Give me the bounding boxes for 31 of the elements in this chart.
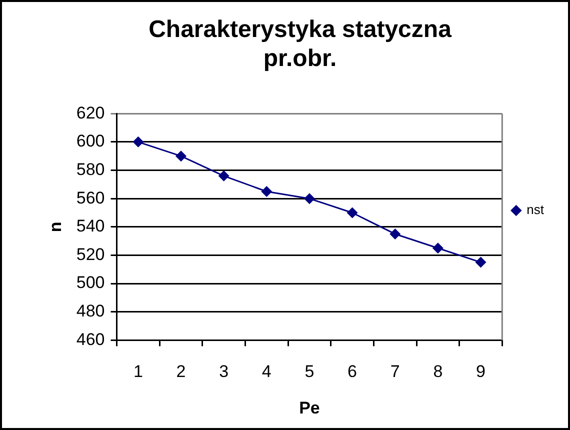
x-tick-label: 2	[176, 362, 186, 382]
y-tick-label: 620	[76, 103, 105, 122]
y-tick-label: 520	[76, 244, 105, 264]
y-tick-label: 540	[76, 216, 105, 236]
point	[261, 186, 272, 197]
point	[304, 193, 315, 204]
chart-title: Charakterystyka statyczna pr.obr.	[148, 16, 452, 72]
x-tick-label: 7	[390, 362, 400, 382]
y-axis-title: n	[46, 222, 65, 232]
point	[390, 228, 401, 240]
y-tick-label: 600	[76, 132, 105, 151]
x-tick-label: 4	[262, 362, 272, 382]
point	[432, 242, 444, 254]
x-tick-label: 6	[348, 362, 358, 382]
x-tick-label: 9	[476, 362, 486, 382]
x-tick-label: 5	[304, 362, 314, 382]
y-tick-label: 480	[76, 302, 105, 321]
point	[475, 256, 486, 268]
y-tick-label: 580	[76, 160, 105, 179]
x-tick-label: 8	[433, 362, 443, 382]
y-tick-label: 500	[76, 273, 105, 292]
y-tick-label: 460	[76, 330, 105, 349]
legend-label: nst	[526, 202, 544, 218]
point	[175, 150, 186, 162]
x-tick-label: 1	[133, 362, 143, 382]
x-tick-label: 3	[219, 362, 229, 382]
point	[346, 207, 358, 218]
x-axis-title: Pe	[299, 398, 320, 418]
point	[218, 170, 230, 182]
y-tick-label: 560	[76, 188, 105, 208]
point	[132, 136, 144, 148]
